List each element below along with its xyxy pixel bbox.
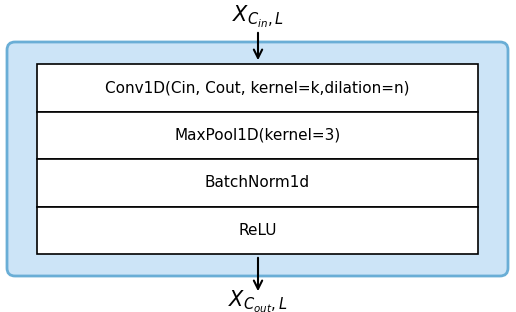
FancyBboxPatch shape [37,207,478,254]
Text: ReLU: ReLU [238,223,277,238]
FancyBboxPatch shape [37,111,478,159]
FancyBboxPatch shape [7,42,508,276]
Text: $X_{C_{out},L}$: $X_{C_{out},L}$ [229,289,287,312]
FancyBboxPatch shape [37,64,478,111]
Text: MaxPool1D(kernel=3): MaxPool1D(kernel=3) [174,128,341,143]
Text: BatchNorm1d: BatchNorm1d [205,175,310,190]
FancyBboxPatch shape [37,159,478,207]
Text: Conv1D(Cin, Cout, kernel=k,dilation=n): Conv1D(Cin, Cout, kernel=k,dilation=n) [105,80,410,95]
Text: $X_{C_{in},L}$: $X_{C_{in},L}$ [232,4,284,30]
